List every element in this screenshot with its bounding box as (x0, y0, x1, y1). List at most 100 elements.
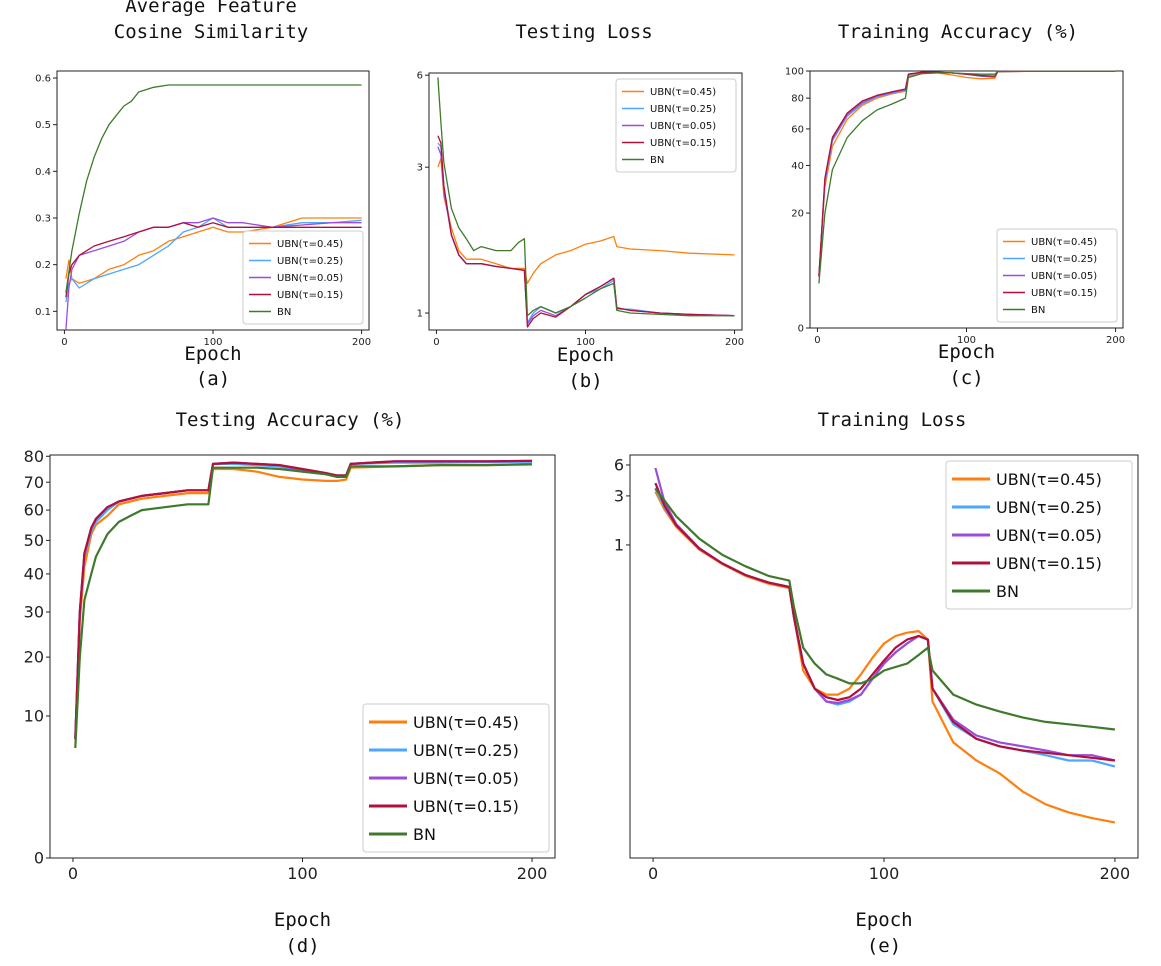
y-tick-label: 0.1 (35, 307, 51, 318)
x-tick-label: 0 (68, 864, 78, 883)
x-tick-label: 100 (287, 864, 318, 883)
y-tick-label: 6 (614, 456, 624, 475)
legend-box (362, 703, 550, 853)
series-line-bn (74, 463, 533, 749)
y-tick-label: 20 (24, 648, 44, 667)
y-tick-label: 60 (791, 124, 804, 135)
x-axis-label: Epoch (938, 341, 995, 363)
legend-label: UBN(τ=0.05) (1031, 271, 1097, 282)
legend-label: BN (413, 825, 436, 844)
y-tick-label: 6 (417, 71, 423, 82)
panel-caption: (e) (867, 935, 901, 957)
legend-label: UBN(τ=0.45) (1031, 237, 1097, 248)
series-line-ubn-0-15- (65, 222, 362, 298)
panel-caption: (b) (568, 370, 602, 392)
y-tick-label: 50 (24, 531, 44, 550)
y-tick-label: 0.6 (35, 74, 51, 85)
y-tick-label: 40 (791, 161, 804, 172)
legend-label: UBN(τ=0.05) (996, 526, 1102, 545)
y-tick-label: 80 (24, 447, 44, 466)
chart-title: Training Accuracy (%) (838, 21, 1078, 43)
series-line-bn (65, 84, 362, 293)
legend-label: BN (650, 155, 664, 166)
chart-panel-d: Testing Accuracy (%) 0 100 200 0 10 20 30 40 50 60… (24, 409, 556, 957)
legend-label: UBN(τ=0.45) (277, 239, 343, 250)
y-tick-label: 40 (24, 565, 44, 584)
legend: UBN(τ=0.45) UBN(τ=0.25) UBN(τ=0.05) UBN(τ=0… (615, 78, 737, 173)
legend-label: UBN(τ=0.15) (277, 290, 343, 301)
series-line-bn (818, 70, 1116, 284)
y-tick-label: 20 (791, 209, 804, 220)
x-tick-label: 200 (352, 337, 371, 348)
legend: UBN(τ=0.45) UBN(τ=0.25) UBN(τ=0.05) UBN(τ=0… (362, 703, 550, 853)
x-axis-label: Epoch (557, 344, 614, 366)
legend-label: UBN(τ=0.05) (650, 121, 716, 132)
series-line-ubn-0-05- (74, 459, 533, 740)
y-tick-label: 0 (798, 324, 804, 335)
chart-title: Training Loss (818, 409, 967, 431)
legend-label: UBN(τ=0.15) (1031, 288, 1097, 299)
x-axis-label: Epoch (184, 343, 241, 365)
x-tick-label: 0 (61, 337, 67, 348)
legend-box (996, 228, 1118, 323)
y-tick-label: 0 (34, 849, 44, 868)
series-line-ubn-0-25- (74, 460, 533, 740)
chart-panel-c: Training Accuracy (%) 0 100 200 0 20 40 60 80 100… (785, 21, 1125, 389)
y-tick-label: 0.2 (35, 260, 51, 271)
y-tick-label: 80 (791, 94, 804, 105)
series-line-bn (654, 488, 1116, 731)
y-tick-label: 100 (785, 67, 804, 78)
legend-label: UBN(τ=0.45) (996, 470, 1102, 489)
x-tick-label: 0 (648, 864, 658, 883)
legend-label: UBN(τ=0.15) (996, 554, 1102, 573)
series-line-ubn-0-45- (437, 157, 735, 285)
series-line-ubn-0-45- (74, 462, 533, 740)
y-tick-label: 1 (614, 536, 624, 555)
legend-label: UBN(τ=0.25) (996, 498, 1102, 517)
x-axis-label: Epoch (855, 909, 912, 931)
legend-label: UBN(τ=0.25) (277, 256, 343, 267)
legend-label: UBN(τ=0.25) (1031, 254, 1097, 265)
panel-caption: (d) (285, 935, 319, 957)
chart-title: Testing Loss (515, 21, 652, 43)
series-line-bn (437, 77, 735, 317)
legend-label: UBN(τ=0.25) (413, 741, 519, 760)
x-tick-label: 100 (576, 337, 595, 348)
y-tick-label: 0.5 (35, 120, 51, 131)
legend-label: UBN(τ=0.05) (277, 273, 343, 284)
legend-label: BN (277, 307, 291, 318)
chart-title: Average Feature (125, 0, 297, 17)
series-line-ubn-0-15- (74, 459, 533, 740)
legend: UBN(τ=0.45) UBN(τ=0.25) UBN(τ=0.05) UBN(τ=0… (945, 460, 1133, 610)
x-tick-label: 0 (814, 335, 820, 346)
y-tick-label: 10 (24, 707, 44, 726)
legend: UBN(τ=0.45) UBN(τ=0.25) UBN(τ=0.05) UBN(τ=0… (996, 228, 1118, 323)
y-tick-label: 60 (24, 501, 44, 520)
chart-title: Testing Accuracy (%) (176, 409, 405, 431)
legend-box (945, 460, 1133, 610)
y-tick-label: 30 (24, 603, 44, 622)
panel-caption: (a) (196, 368, 230, 390)
x-tick-label: 100 (869, 864, 900, 883)
x-tick-label: 0 (433, 337, 439, 348)
legend-label: UBN(τ=0.45) (650, 87, 716, 98)
y-tick-label: 70 (24, 473, 44, 492)
legend-label: BN (1031, 305, 1045, 316)
y-tick-label: 3 (614, 487, 624, 506)
y-tick-label: 3 (417, 163, 423, 174)
legend-label: UBN(τ=0.25) (650, 104, 716, 115)
x-tick-label: 200 (517, 864, 548, 883)
legend-label: UBN(τ=0.15) (413, 797, 519, 816)
legend-label: UBN(τ=0.15) (650, 138, 716, 149)
y-tick-label: 1 (417, 309, 423, 320)
series-line-ubn-0-15- (437, 135, 735, 328)
x-tick-label: 200 (725, 337, 744, 348)
x-tick-label: 200 (1100, 864, 1131, 883)
legend: UBN(τ=0.45) UBN(τ=0.25) UBN(τ=0.05) UBN(τ=0… (242, 230, 364, 325)
x-tick-label: 100 (957, 335, 976, 346)
y-tick-label: 0.4 (35, 167, 51, 178)
